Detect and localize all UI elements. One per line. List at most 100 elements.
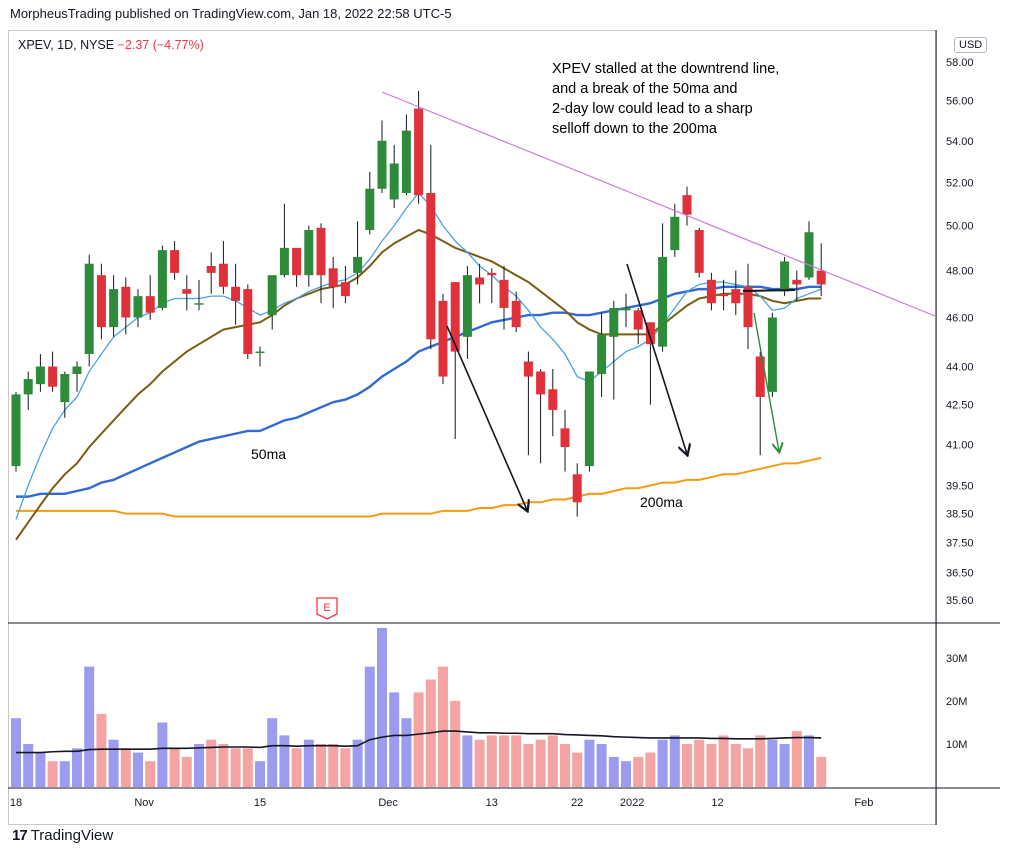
candle-body [584, 371, 594, 467]
volume-bar [145, 761, 156, 787]
candle-body [658, 256, 668, 347]
volume-bar [218, 744, 229, 787]
volume-bar [462, 735, 473, 787]
candle-body [279, 247, 289, 276]
y-tick-label: 42.50 [946, 400, 974, 412]
volume-bar [120, 748, 131, 787]
volume-bar [718, 735, 729, 787]
y-tick-label: 56.00 [946, 96, 974, 108]
volume-bar [657, 739, 668, 787]
candle-body [731, 289, 741, 304]
earnings-badge [316, 597, 338, 620]
candle-body [96, 275, 106, 328]
x-tick-label: 22 [571, 797, 583, 809]
candle-body [60, 374, 70, 403]
x-tick-label: Feb [854, 797, 873, 809]
candle-body [365, 188, 375, 231]
ma20-line [15, 228, 822, 541]
candle-body [72, 366, 82, 375]
volume-bar [816, 756, 827, 787]
candle-body [475, 277, 485, 285]
volume-bar [389, 692, 400, 787]
volume-bar [535, 739, 546, 787]
y-tick-label: 48.00 [946, 266, 974, 278]
candle-body [414, 108, 424, 196]
candle-body [255, 351, 265, 354]
candle-body [389, 163, 399, 200]
volume-tick-label: 30M [946, 653, 967, 665]
volume-bar [267, 718, 278, 787]
symbol-info[interactable]: XPEV, 1D, NYSE −2.37 (−4.77%) [18, 38, 204, 52]
volume-bar [242, 748, 253, 787]
volume-tick-label: 10M [946, 739, 967, 751]
candle-body [816, 270, 826, 285]
support-line [742, 289, 796, 292]
currency-button[interactable]: USD [954, 37, 988, 53]
volume-bar [328, 744, 339, 787]
tradingview-brand: TradingView [30, 827, 114, 844]
candle-body [609, 307, 619, 337]
candle-body [645, 322, 655, 345]
earnings-letter: E [323, 602, 330, 614]
candle-body [133, 296, 143, 318]
volume-bar [804, 735, 814, 787]
drop-arrow-2 [626, 263, 687, 454]
volume-bar [791, 731, 802, 787]
publisher-line: MorpheusTrading published on TradingView… [10, 6, 452, 21]
y-tick-label: 35.60 [946, 595, 974, 607]
volume-bar [779, 744, 790, 787]
volume-bar [499, 735, 509, 787]
volume-bar [364, 666, 375, 787]
volume-bar [35, 752, 46, 787]
volume-bar [108, 739, 119, 787]
volume-bar [133, 752, 143, 787]
candle-body [35, 366, 45, 385]
volume-bar [706, 744, 717, 787]
volume-bar [157, 722, 168, 787]
volume-tick-label: 20M [946, 696, 967, 708]
candle-body [109, 289, 119, 328]
volume-bar [474, 739, 485, 787]
volume-bar [59, 761, 70, 787]
candle-body [353, 256, 363, 273]
volume-bar [608, 756, 619, 787]
candle-body [719, 293, 729, 297]
candle-body [755, 356, 765, 397]
volume-bar [633, 756, 644, 787]
y-tick-label: 38.50 [946, 509, 974, 521]
x-tick-label: Nov [134, 797, 154, 809]
candle-body [487, 272, 497, 276]
volume-bar [303, 739, 314, 787]
volume-bar [523, 744, 534, 787]
candle-body [292, 247, 302, 276]
candle-body [401, 130, 411, 194]
tradingview-logo[interactable]: 17 TradingView [12, 827, 113, 844]
volume-bar [560, 744, 570, 787]
volume-bar [169, 748, 180, 787]
candle-body [84, 263, 94, 355]
volume-bar [377, 627, 387, 787]
y-tick-label: 46.00 [946, 313, 974, 325]
volume-bar [206, 739, 217, 787]
candle-body [48, 366, 58, 387]
volume-bar [96, 713, 107, 787]
candle-body [304, 230, 314, 276]
volume-bar [255, 761, 265, 787]
volume-bar [547, 735, 558, 787]
candle-body [157, 250, 167, 308]
candle-body [706, 279, 716, 304]
x-tick-label: 2022 [620, 797, 644, 809]
volume-bar [682, 744, 692, 787]
volume-bar [730, 744, 741, 787]
volume-bar [181, 756, 192, 787]
volume-bar [291, 748, 302, 787]
y-tick-label: 36.50 [946, 567, 974, 579]
volume-bar [279, 735, 290, 787]
y-tick-label: 37.50 [946, 538, 974, 550]
candle-body [792, 279, 802, 285]
drop-arrow-1 [446, 325, 527, 510]
volume-bar [352, 739, 363, 787]
candle-body [340, 282, 350, 297]
volume-bar [584, 739, 595, 787]
